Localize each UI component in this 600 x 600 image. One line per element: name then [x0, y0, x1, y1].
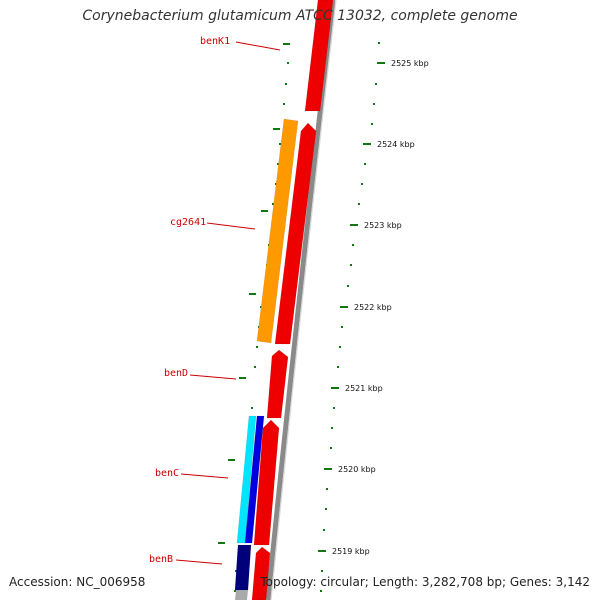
leader-line-benK1: [235, 41, 281, 51]
gene-label-benB: benB: [149, 554, 173, 565]
backbone-highlight-line: [270, 0, 337, 600]
gene-bar-navy-benB: [234, 544, 252, 591]
tick-label: 2522 kbp: [354, 303, 392, 312]
gene-label-cg2641: cg2641: [170, 217, 206, 228]
tick-label: 2521 kbp: [345, 384, 383, 393]
gene-track: [234, 0, 334, 600]
gene-arrow-red-4: [253, 419, 280, 546]
tick-label: 2523 kbp: [364, 221, 402, 230]
leader-line-benC: [180, 473, 229, 479]
map-title: Corynebacterium glutamicum ATCC 13032, c…: [82, 8, 518, 24]
leader-line-benD: [189, 374, 237, 380]
gene-bar-red-1: [304, 0, 334, 112]
tick-label: 2524 kbp: [377, 140, 415, 149]
gene-arrow-red-2: [274, 122, 317, 345]
genome-backbone: [265, 0, 337, 600]
tick-label: 2519 kbp: [332, 547, 370, 556]
tick-label: 2525 kbp: [391, 59, 429, 68]
gene-bar-blue-benC: [244, 415, 265, 544]
kbp-ruler: 2525 kbp 2524 kbp 2523 kbp 2522 kbp 2521 kbp…: [318, 42, 429, 592]
gene-bar-gray-tail: [235, 590, 248, 600]
genome-summary-text: Topology: circular; Length: 3,282,708 bp…: [260, 575, 590, 589]
gene-label-benD: benD: [164, 368, 188, 379]
backbone-outer-line: [265, 0, 336, 600]
leader-line-cg2641: [206, 222, 256, 230]
gene-label-benK1: benK1: [200, 36, 230, 47]
gene-arrow-red-5: [251, 546, 271, 600]
tick-label: 2520 kbp: [338, 465, 376, 474]
gene-arrow-red-3: [266, 349, 289, 419]
leader-line-benB: [175, 559, 223, 565]
accession-text: Accession: NC_006958: [9, 575, 146, 589]
gene-labels: benK1 cg2641 benD benC benB: [149, 36, 281, 565]
gene-label-benC: benC: [155, 468, 179, 479]
gene-bar-orange-cg2641: [256, 118, 299, 344]
